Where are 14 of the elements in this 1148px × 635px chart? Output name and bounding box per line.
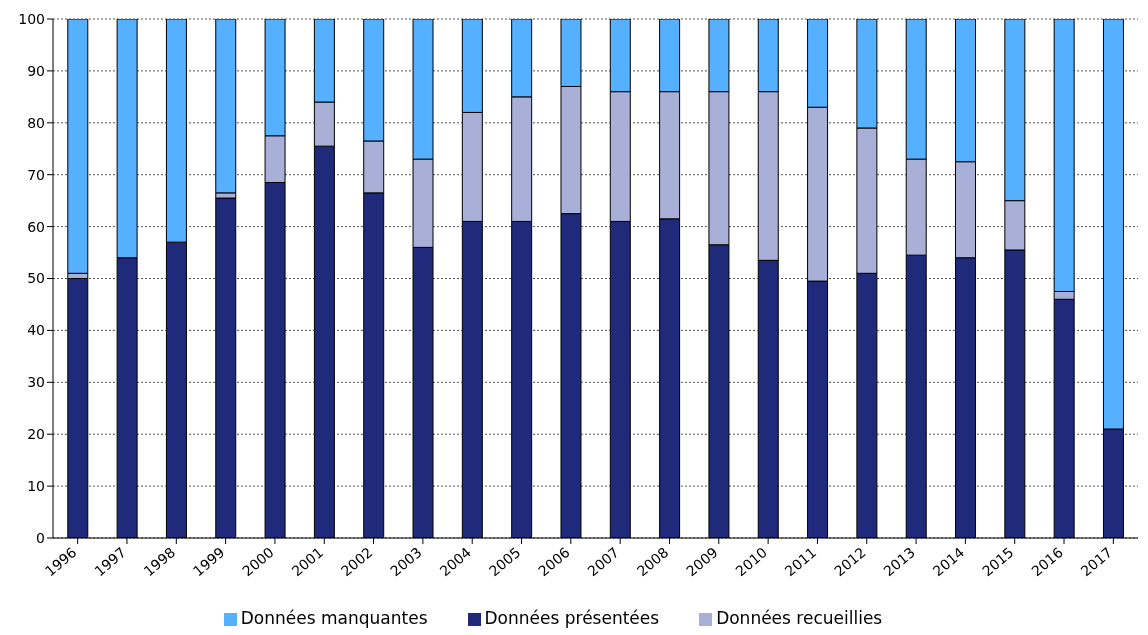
y-tick-label: 80: [27, 114, 45, 131]
y-tick-label: 50: [27, 270, 45, 287]
y-tick-label: 10: [27, 478, 45, 495]
y-tick-label: 100: [18, 10, 45, 27]
y-tick-label: 20: [27, 426, 45, 443]
legend-label: Données manquantes: [240, 608, 428, 628]
y-tick-label: 90: [27, 62, 45, 79]
y-tick-label: 60: [27, 218, 45, 235]
y-tick-label: 30: [27, 374, 45, 391]
y-tick-label: 40: [27, 322, 45, 339]
y-tick-label: 0: [36, 529, 45, 546]
legend-label: Données recueillies: [716, 608, 883, 628]
y-tick-label: 70: [27, 166, 45, 183]
legend-label: Données présentées: [484, 608, 660, 628]
